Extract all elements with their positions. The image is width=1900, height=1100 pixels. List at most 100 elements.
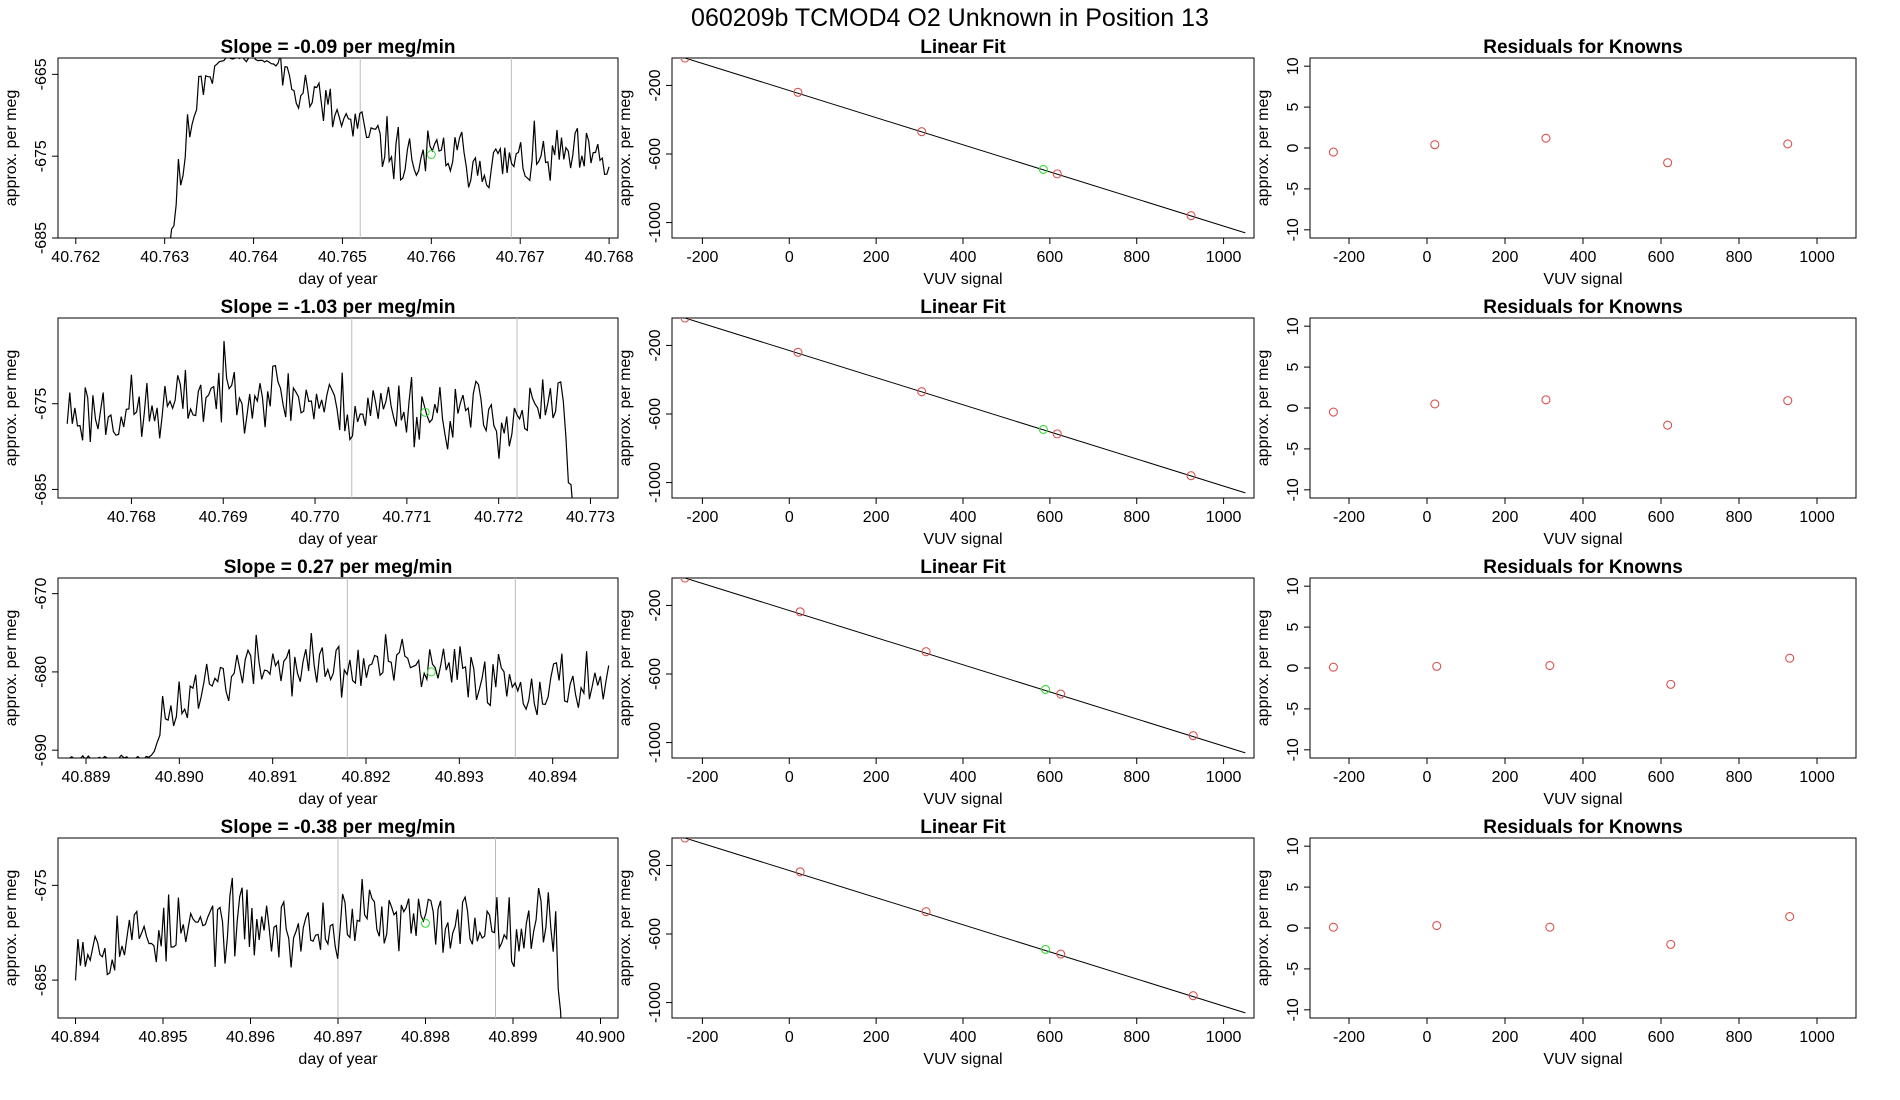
y-tick-label: -670 (33, 578, 50, 610)
y-axis-label: approx. per meg (3, 610, 20, 727)
chart-title: Linear Fit (920, 557, 1006, 578)
panel-trace-row-2: Slope = -1.03 per meg/min day of year appr… (3, 297, 619, 548)
known-standard-point (1186, 211, 1196, 221)
plot-area (1328, 911, 1795, 949)
fit-line (684, 578, 1246, 754)
x-tick-label: 40.766 (407, 249, 456, 266)
known-standard-point (1056, 949, 1066, 959)
x-tick-label: 0 (785, 249, 794, 266)
panel-trace-row-3: Slope = 0.27 per meg/min day of year appro… (3, 557, 619, 808)
y-tick-label: -200 (647, 849, 664, 881)
chart-title: Linear Fit (920, 37, 1006, 58)
x-axis-label: day of year (298, 271, 378, 288)
x-tick-label: 200 (863, 1029, 890, 1046)
x-tick-label: 200 (1492, 769, 1519, 786)
page-title: 060209b TCMOD4 O2 Unknown in Position 13 (691, 4, 1209, 32)
x-tick-label: 0 (785, 1029, 794, 1046)
y-tick-label: -1000 (647, 202, 664, 243)
known-standard-point (680, 578, 690, 583)
residual-point (1541, 395, 1551, 405)
x-tick-label: 800 (1123, 509, 1150, 526)
x-axis-label: VUV signal (1543, 531, 1622, 548)
plot-frame (671, 577, 1255, 759)
plot-frame (1309, 577, 1857, 759)
x-tick-label: 40.898 (401, 1029, 450, 1046)
known-standard-point (680, 838, 690, 843)
chart-title: Slope = -0.38 per meg/min (221, 817, 456, 838)
residual-point (1430, 140, 1440, 150)
known-standard-point (795, 607, 805, 617)
x-axis-label: day of year (298, 1051, 378, 1068)
residual-point (1783, 396, 1793, 406)
panel-resid-row-3: Residuals for Knowns VUV signal approx. pe… (1255, 557, 1857, 808)
plot-frame (1309, 57, 1857, 239)
x-tick-label: 40.889 (62, 769, 111, 786)
known-standard-point (1186, 471, 1196, 481)
x-tick-label: 600 (1037, 1029, 1064, 1046)
x-axis-label: VUV signal (923, 791, 1002, 808)
x-tick-label: 40.764 (229, 249, 278, 266)
panel-resid-row-1: Residuals for Knowns VUV signal approx. pe… (1255, 37, 1857, 288)
x-tick-label: 1000 (1799, 1029, 1835, 1046)
x-tick-label: 600 (1648, 769, 1675, 786)
y-tick-label: -10 (1285, 478, 1302, 501)
residual-point (1663, 158, 1673, 168)
y-axis-label: approx. per meg (3, 350, 20, 467)
chart-title: Slope = -0.09 per meg/min (221, 37, 456, 58)
x-tick-label: 40.892 (342, 769, 391, 786)
y-tick-label: -685 (33, 473, 50, 505)
x-tick-label: 200 (1492, 249, 1519, 266)
y-tick-label: -600 (647, 658, 664, 690)
plot-area (1328, 395, 1793, 430)
plot-area (680, 318, 1246, 494)
plot-frame (57, 577, 619, 759)
unknown-marker-point (421, 918, 430, 928)
x-tick-label: 1000 (1799, 769, 1835, 786)
y-axis-label: approx. per meg (1255, 870, 1272, 987)
y-tick-label: -685 (33, 964, 50, 996)
panel-trace-row-1: Slope = -0.09 per meg/min day of year appr… (3, 37, 634, 288)
panel-fit-row-4: Linear Fit VUV signal approx. per meg -200 0… (617, 817, 1255, 1068)
residual-point (1328, 922, 1338, 932)
x-tick-label: 800 (1726, 1029, 1753, 1046)
residual-point (1328, 662, 1338, 672)
y-tick-label: -675 (33, 140, 50, 172)
y-tick-label: 10 (1285, 577, 1302, 595)
y-tick-label: -600 (647, 398, 664, 430)
panel-fit-row-3: Linear Fit VUV signal approx. per meg -200 0… (617, 557, 1255, 808)
y-tick-label: 5 (1285, 363, 1302, 372)
x-tick-label: 400 (1570, 769, 1597, 786)
chart-title: Slope = -1.03 per meg/min (221, 297, 456, 318)
plot-area (170, 58, 610, 238)
x-tick-label: 800 (1123, 769, 1150, 786)
x-tick-label: 1000 (1206, 249, 1242, 266)
residual-point (1430, 399, 1440, 409)
y-tick-label: -10 (1285, 738, 1302, 761)
x-tick-label: 400 (1570, 509, 1597, 526)
plot-frame (671, 57, 1255, 239)
x-tick-label: 40.770 (291, 509, 340, 526)
residual-point (1663, 420, 1673, 430)
panel-resid-row-4: Residuals for Knowns VUV signal approx. pe… (1255, 817, 1857, 1068)
x-tick-label: 600 (1037, 769, 1064, 786)
x-axis-label: VUV signal (923, 531, 1002, 548)
x-tick-label: 1000 (1206, 769, 1242, 786)
y-axis-label: approx. per meg (617, 350, 634, 467)
chart-title: Residuals for Knowns (1483, 297, 1683, 318)
y-axis-label: approx. per meg (1255, 350, 1272, 467)
chart-title: Linear Fit (920, 817, 1006, 838)
x-tick-label: 40.765 (318, 249, 367, 266)
plot-area (680, 578, 1246, 754)
x-axis-label: VUV signal (1543, 1051, 1622, 1068)
signal-trace-line (170, 58, 610, 238)
y-tick-label: -600 (647, 918, 664, 950)
residual-point (1545, 660, 1555, 671)
y-tick-label: 5 (1285, 103, 1302, 112)
chart-title: Linear Fit (920, 297, 1006, 318)
known-standard-point (1056, 689, 1066, 699)
y-axis-label: approx. per meg (3, 870, 20, 987)
x-tick-label: -200 (1333, 1029, 1365, 1046)
chart-title: Residuals for Knowns (1483, 37, 1683, 58)
x-tick-label: -200 (686, 1029, 718, 1046)
x-tick-label: 40.894 (51, 1029, 100, 1046)
